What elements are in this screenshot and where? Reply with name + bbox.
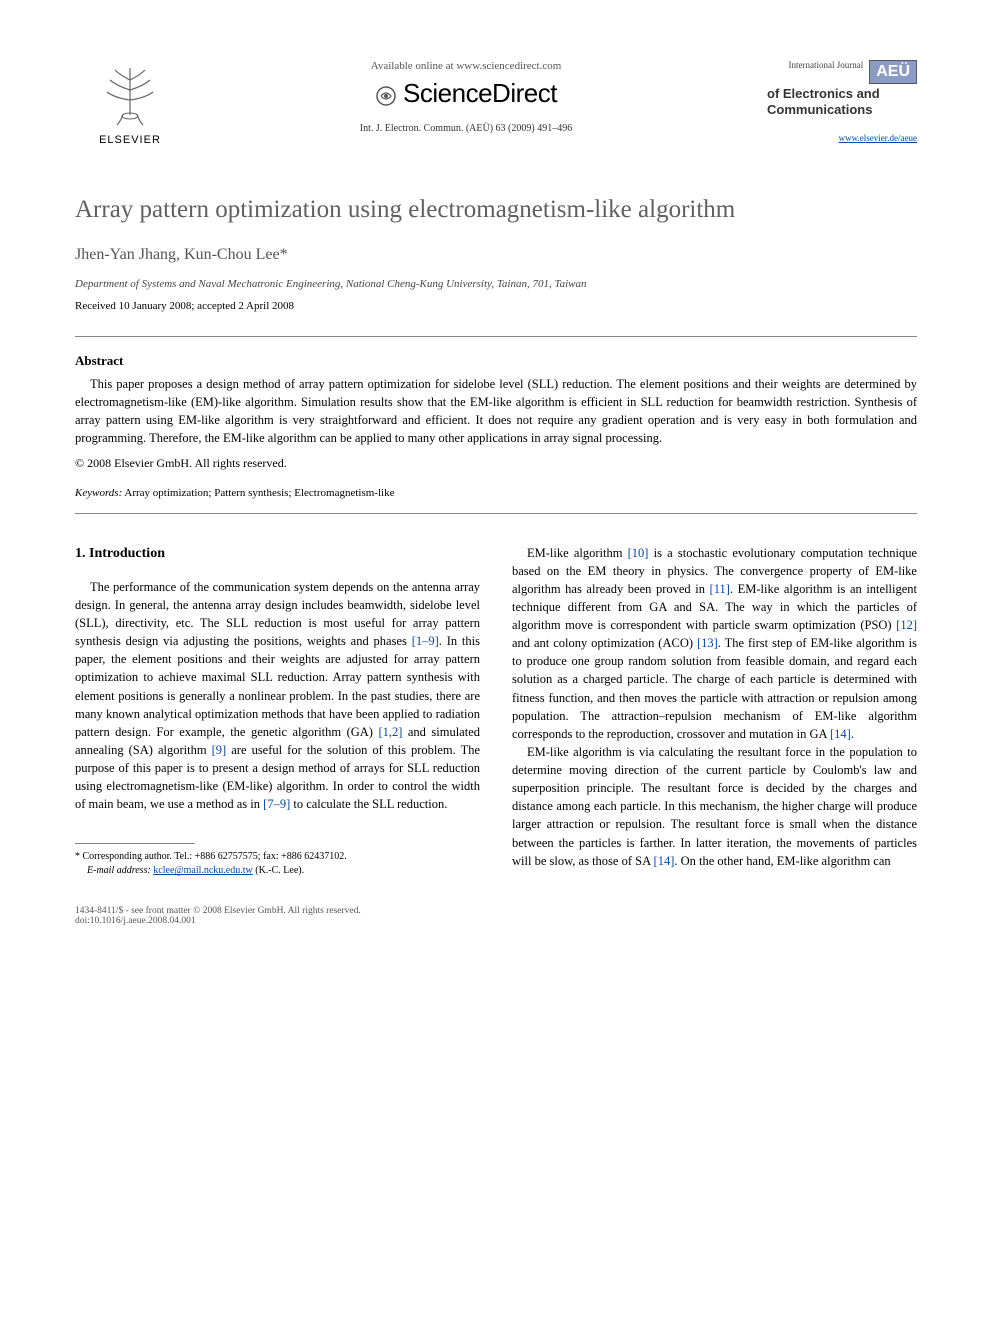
ref-link-13[interactable]: [13] [697, 636, 718, 650]
article-title: Array pattern optimization using electro… [75, 196, 917, 224]
keywords-values: Array optimization; Pattern synthesis; E… [122, 487, 394, 499]
ref-link-7-9[interactable]: [7–9] [263, 797, 290, 811]
ref-link-9[interactable]: [9] [212, 743, 227, 757]
dates-line: Received 10 January 2008; accepted 2 Apr… [75, 300, 917, 312]
email-name: (K.-C. Lee). [253, 865, 304, 876]
corresponding-footnote: * Corresponding author. Tel.: +886 62757… [75, 850, 480, 878]
abstract-heading: Abstract [75, 353, 917, 369]
sciencedirect-text: ScienceDirect [403, 78, 557, 109]
journal-of-line: of Electronics and [767, 86, 880, 101]
journal-comm-line: Communications [767, 102, 872, 117]
column-left: 1. Introduction The performance of the c… [75, 544, 480, 879]
corresponding-line: * Corresponding author. Tel.: +886 62757… [75, 850, 480, 864]
abstract-copyright: © 2008 Elsevier GmbH. All rights reserve… [75, 456, 917, 471]
ref-link-1-2[interactable]: [1,2] [378, 725, 402, 739]
abstract-body: This paper proposes a design method of a… [75, 375, 917, 448]
affiliation-line: Department of Systems and Naval Mechatro… [75, 278, 917, 290]
body-columns: 1. Introduction The performance of the c… [75, 544, 917, 879]
elsevier-label: ELSEVIER [99, 134, 161, 146]
keywords-label: Keywords: [75, 487, 122, 499]
section-1-heading: 1. Introduction [75, 544, 480, 564]
journal-intl-label: International Journal [788, 60, 863, 70]
ref-link-11[interactable]: [11] [710, 582, 730, 596]
footer-block: 1434-8411/$ - see front matter © 2008 El… [75, 906, 917, 926]
footnote-rule [75, 843, 195, 844]
intro-para-2: EM-like algorithm [10] is a stochastic e… [512, 544, 917, 743]
journal-url-link[interactable]: www.elsevier.de/aeue [747, 133, 917, 143]
page-header: ELSEVIER Available online at www.science… [75, 60, 917, 146]
email-link[interactable]: kclee@mail.ncku.edu.tw [153, 865, 252, 876]
intro-para-3: EM-like algorithm is via calculating the… [512, 743, 917, 870]
available-online-text: Available online at www.sciencedirect.co… [205, 60, 727, 72]
header-center: Available online at www.sciencedirect.co… [185, 60, 747, 134]
footer-copyright: 1434-8411/$ - see front matter © 2008 El… [75, 906, 917, 916]
keywords-line: Keywords: Array optimization; Pattern sy… [75, 487, 917, 499]
divider-top [75, 336, 917, 337]
citation-line: Int. J. Electron. Commun. (AEÜ) 63 (2009… [205, 123, 727, 134]
journal-logo-block: International Journal AEÜ of Electronics… [747, 60, 917, 143]
email-line: E-mail address: kclee@mail.ncku.edu.tw (… [75, 864, 480, 878]
journal-title: of Electronics and Communications [767, 86, 917, 117]
intro-para-1: The performance of the communication sys… [75, 578, 480, 814]
divider-bottom [75, 513, 917, 514]
footer-doi: doi:10.1016/j.aeue.2008.04.001 [75, 916, 917, 926]
email-label: E-mail address: [87, 865, 151, 876]
journal-header-row: International Journal AEÜ [747, 60, 917, 84]
ref-link-12[interactable]: [12] [896, 618, 917, 632]
aeu-badge: AEÜ [869, 60, 917, 84]
ref-link-14a[interactable]: [14] [830, 727, 851, 741]
ref-link-1-9[interactable]: [1–9] [412, 634, 439, 648]
authors-line: Jhen-Yan Jhang, Kun-Chou Lee* [75, 246, 917, 264]
elsevier-tree-icon [95, 60, 165, 130]
column-right: EM-like algorithm [10] is a stochastic e… [512, 544, 917, 879]
elsevier-logo-block: ELSEVIER [75, 60, 185, 146]
ref-link-14b[interactable]: [14] [654, 854, 675, 868]
sciencedirect-brand: ScienceDirect [205, 78, 727, 109]
sciencedirect-icon [375, 83, 397, 105]
ref-link-10[interactable]: [10] [628, 546, 649, 560]
